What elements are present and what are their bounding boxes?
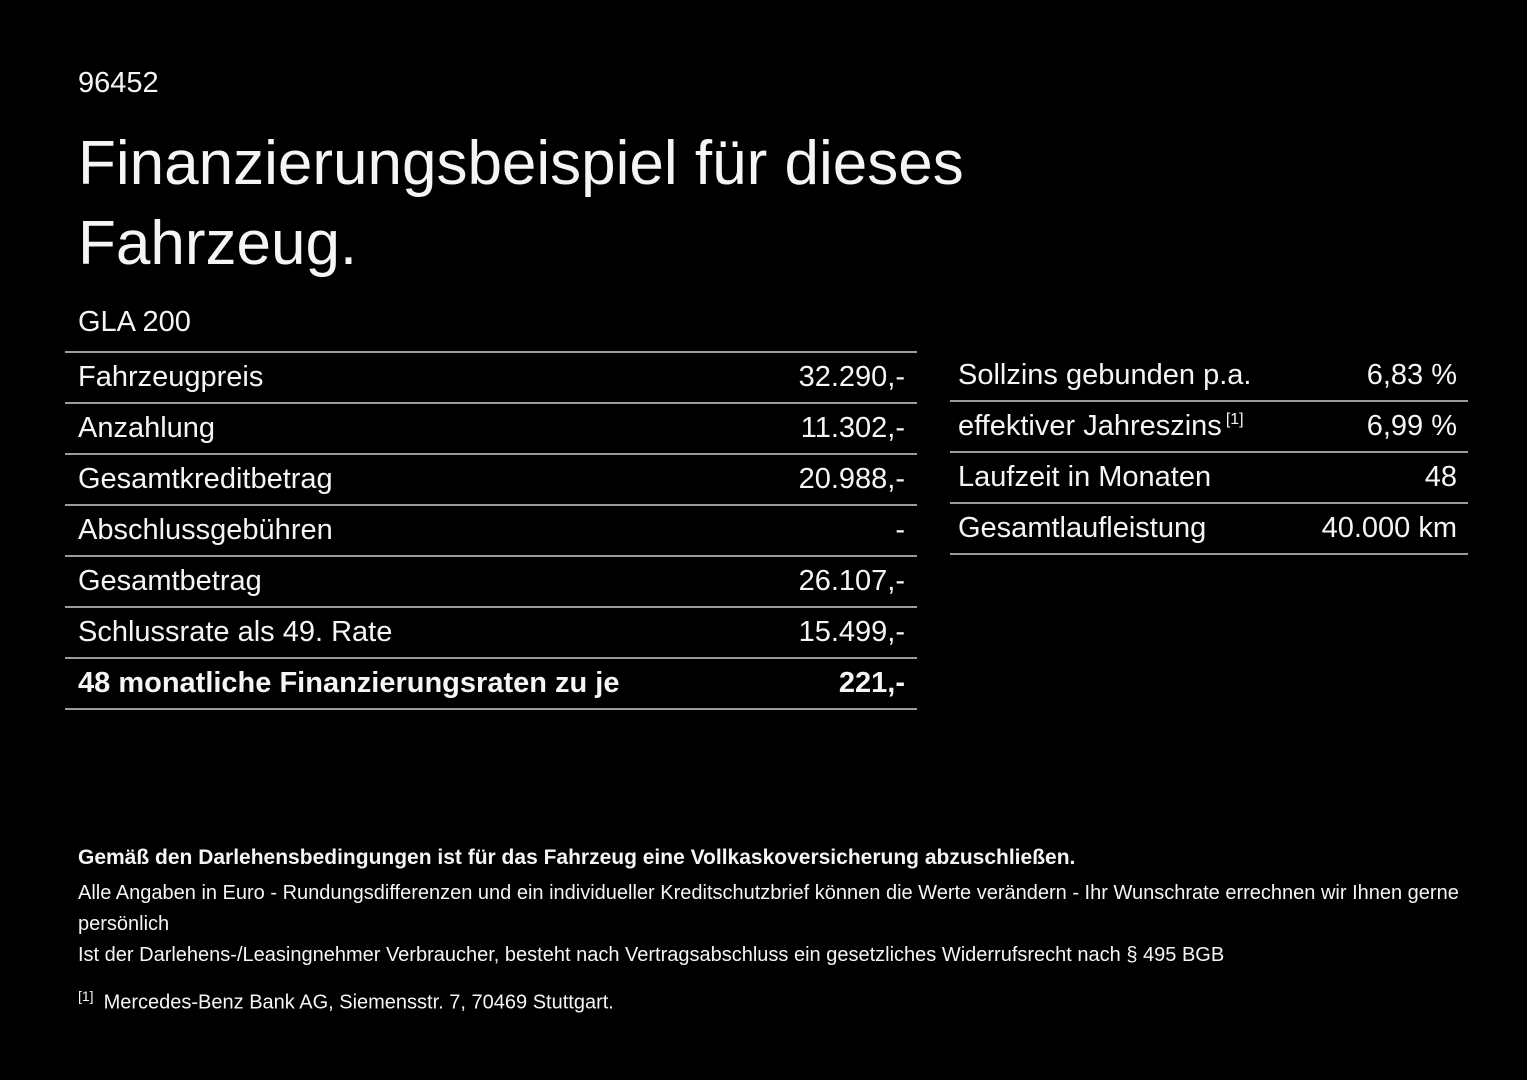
row-value: 6,99 % (1366, 409, 1457, 442)
row-label: Anzahlung (78, 411, 216, 444)
table-row-gesamtbetrag: Gesamtbetrag 26.107,- (65, 557, 917, 608)
footnote-marker: [1] (1225, 411, 1244, 429)
table-row-abschlussgebuehren: Abschlussgebühren - (65, 506, 917, 557)
vehicle-model: GLA 200 (78, 305, 191, 338)
footnote-marker: [1] (78, 988, 94, 1004)
row-value: 26.107,- (798, 564, 905, 597)
row-label: 48 monatliche Finanzierungsraten zu je (78, 666, 620, 699)
widerrufsrecht-note: Ist der Darlehens-/Leasingnehmer Verbrau… (78, 944, 1225, 966)
footnote-text: Mercedes-Benz Bank AG, Siemensstr. 7, 70… (103, 991, 614, 1014)
row-label: Abschlussgebühren (78, 513, 333, 546)
row-label-text: effektiver Jahreszins (958, 409, 1222, 442)
euro-note: Alle Angaben in Euro - Rundungsdifferenz… (78, 882, 1459, 935)
table-row-sollzins: Sollzins gebunden p.a. 6,83 % (950, 351, 1468, 402)
row-value: 6,83 % (1366, 358, 1457, 391)
row-value: 11.302,- (800, 411, 905, 444)
legal-footer: Gemäß den Darlehensbedingungen ist für d… (78, 843, 1478, 1015)
financing-table: Fahrzeugpreis 32.290,- Anzahlung 11.302,… (65, 350, 917, 710)
table-row-schlussrate: Schlussrate als 49. Rate 15.499,- (65, 608, 917, 659)
row-label: Schlussrate als 49. Rate (78, 615, 393, 648)
row-value: 40.000 km (1321, 511, 1457, 544)
vehicle-id: 96452 (78, 67, 159, 99)
row-value: 221,- (838, 666, 905, 699)
row-label: effektiver Jahreszins [1] (958, 410, 1244, 443)
page-title-line1: Finanzierungsbeispiel für dieses (78, 128, 964, 198)
row-value: 15.499,- (798, 615, 905, 648)
row-value: 20.988,- (798, 462, 905, 495)
row-label: Gesamtbetrag (78, 564, 262, 597)
row-label: Laufzeit in Monaten (958, 460, 1212, 493)
bank-footnote: [1] Mercedes-Benz Bank AG, Siemensstr. 7,… (78, 984, 1478, 1015)
table-row-gesamtkreditbetrag: Gesamtkreditbetrag 20.988,- (65, 455, 917, 506)
row-label: Sollzins gebunden p.a. (958, 358, 1252, 391)
row-value: 48 (1424, 460, 1457, 493)
row-value: 32.290,- (798, 360, 905, 393)
insurance-note: Gemäß den Darlehensbedingungen ist für d… (78, 846, 1076, 869)
table-row-effektiver-jahreszins: effektiver Jahreszins [1] 6,99 % (950, 402, 1468, 453)
conditions-table: Sollzins gebunden p.a. 6,83 % effektiver… (950, 351, 1468, 555)
table-row-gesamtlaufleistung: Gesamtlaufleistung 40.000 km (950, 504, 1468, 555)
tables-container: Fahrzeugpreis 32.290,- Anzahlung 11.302,… (65, 350, 1527, 710)
table-row-monatsrate: 48 monatliche Finanzierungsraten zu je 2… (65, 659, 917, 710)
table-row-anzahlung: Anzahlung 11.302,- (65, 404, 917, 455)
row-label: Gesamtkreditbetrag (78, 462, 333, 495)
table-row-laufzeit: Laufzeit in Monaten 48 (950, 453, 1468, 504)
page-title-line2: Fahrzeug. (78, 208, 358, 278)
row-label: Fahrzeugpreis (78, 360, 264, 393)
row-value: - (895, 513, 905, 546)
row-label: Gesamtlaufleistung (958, 511, 1207, 544)
table-row-fahrzeugpreis: Fahrzeugpreis 32.290,- (65, 353, 917, 404)
page-title: Finanzierungsbeispiel für dieses Fahrzeug… (78, 124, 1527, 284)
